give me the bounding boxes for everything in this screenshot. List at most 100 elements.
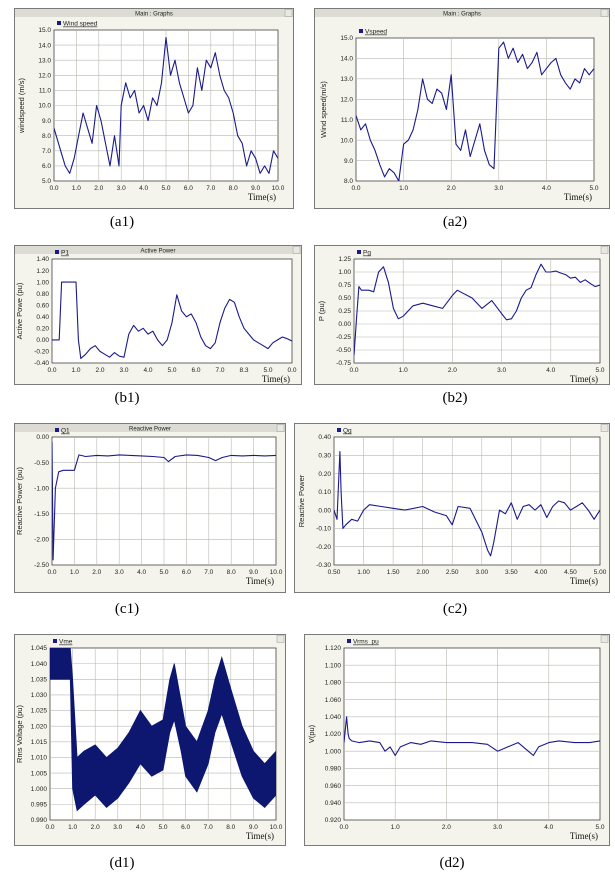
x-tick-label: 0.0 [287, 367, 296, 374]
series-group [356, 41, 594, 181]
series-group [52, 442, 276, 561]
y-tick-label: 0.75 [338, 282, 351, 289]
legend-label: Q1 [61, 428, 70, 435]
y-tick-label: -2.00 [34, 537, 49, 544]
y-tick-label: 0.30 [318, 452, 331, 459]
y-tick-label: 0.980 [325, 766, 342, 773]
x-tick-label: 2.0 [92, 569, 101, 576]
y-tick-label: 1.030 [31, 692, 48, 699]
y-tick-label: 8.0 [42, 133, 51, 140]
x-tick-label: 5.0 [167, 367, 176, 374]
legend-swatch [347, 639, 351, 643]
legend-label: Vme [59, 639, 73, 646]
x-tick-label: 7.0 [206, 185, 215, 192]
chart-panel-a1: Main : Graphs 0.0 1.0 2.0 3.0 4.0 5.0 6.0 7.0 8.0… [14, 8, 294, 209]
legend-swatch [53, 639, 57, 643]
y-tick-label: 0.00 [338, 321, 351, 328]
y-tick-label: 1.045 [31, 645, 48, 652]
series-group [334, 451, 600, 557]
chart-panel-a2: Main : Graphs 0.0 1.0 2.0 3.0 4.0 5.0 8.0 9.0 10.… [314, 8, 610, 209]
series-group [344, 716, 600, 757]
x-tick-label: 10.0 [270, 569, 283, 576]
title-bar [15, 9, 293, 17]
x-tick-label: 5.0 [595, 367, 604, 374]
y-tick-label: 0.00 [318, 507, 331, 514]
panel-menu-button[interactable] [276, 424, 285, 432]
legend-swatch [337, 428, 341, 432]
x-tick-label: 1.0 [399, 367, 408, 374]
chart-a1: Main : Graphs 0.0 1.0 2.0 3.0 4.0 5.0 6.0 7.0 8.0… [14, 8, 294, 209]
x-tick-label: 2.00 [416, 569, 429, 576]
legend-swatch [57, 21, 61, 25]
x-tick-label: 1.0 [70, 569, 79, 576]
y-tick-label: 14.0 [38, 42, 51, 49]
chart-panel-c1: Reactive Power 0.0 1.0 2.0 3.0 4.0 5.0 6.0 7.0 8.… [14, 423, 286, 593]
x-tick-label: 1.50 [387, 569, 400, 576]
chart-b1: Active Power 0.0 1.0 2.0 3.0 4.0 5.0 6.0 7.0 8.3 5… [14, 245, 302, 385]
x-axis-label: Time(s) [248, 192, 276, 202]
y-tick-label: -1.00 [34, 485, 49, 492]
y-axis-label: Reactive Power (pu) [15, 467, 24, 535]
x-tick-label: 5.0 [161, 185, 170, 192]
legend-swatch [359, 29, 363, 33]
caption-c2: (c2) [442, 601, 468, 617]
x-tick-label: 8.3 [239, 367, 248, 374]
panel-menu-button[interactable] [600, 635, 609, 643]
y-tick-label: 15.0 [340, 35, 353, 42]
series-line [354, 263, 600, 356]
series-group [54, 37, 278, 174]
x-axis-label: Time(s) [246, 576, 274, 586]
y-axis-label: windspeed (m/s) [17, 77, 26, 134]
y-tick-label: 7.0 [42, 148, 51, 155]
series-line [52, 281, 292, 359]
x-tick-label: 0.0 [45, 824, 54, 831]
y-tick-label: -0.75 [336, 360, 351, 367]
y-tick-label: 0.00 [36, 337, 49, 344]
y-tick-label: 11.0 [39, 88, 52, 95]
y-tick-label: -0.10 [316, 526, 331, 533]
y-tick-label: 1.20 [36, 268, 49, 275]
x-tick-label: 6.0 [184, 185, 193, 192]
x-tick-label: 3.0 [113, 824, 122, 831]
x-tick-label: 3.0 [494, 185, 503, 192]
x-tick-label: 5.0 [589, 185, 598, 192]
y-axis-label: Wind speed(m/s) [319, 81, 328, 138]
x-tick-label: 0.0 [349, 367, 358, 374]
x-tick-label: 2.50 [446, 569, 459, 576]
panel-menu-button[interactable] [600, 424, 609, 432]
x-tick-label: 2.0 [95, 367, 104, 374]
y-tick-label: 10.0 [340, 137, 353, 144]
x-tick-label: 3.0 [117, 185, 126, 192]
panel-menu-button[interactable] [600, 9, 609, 17]
legend-label: P1 [61, 250, 69, 257]
y-tick-label: 1.100 [325, 662, 342, 669]
y-tick-label: 1.00 [36, 279, 49, 286]
y-tick-label: 12.0 [38, 73, 51, 80]
x-tick-label: 4.0 [136, 824, 145, 831]
y-axis-label: Rms Voltage (pu) [15, 705, 24, 763]
y-axis-label: Active Powe (pu) [15, 282, 24, 339]
y-tick-label: 14.0 [340, 56, 353, 63]
panel-menu-button[interactable] [284, 9, 293, 17]
x-axis-label: Time(s) [246, 831, 274, 841]
x-tick-label: 5.0 [159, 569, 168, 576]
x-tick-label: 8.0 [227, 569, 236, 576]
chart-title: Main : Graphs [135, 12, 173, 18]
voltage-band [50, 648, 276, 812]
chart-title: Reactive Power [129, 427, 171, 433]
panel-menu-button[interactable] [276, 635, 285, 643]
series-line [344, 716, 600, 757]
y-tick-label: 0.940 [325, 800, 342, 807]
y-tick-label: -0.40 [34, 360, 49, 367]
panel-menu-button[interactable] [600, 246, 609, 254]
x-tick-label: 6.0 [181, 824, 190, 831]
chart-d2: 0.0 1.0 2.0 3.0 4.0 5.0 0.920 0.940 0.960 0.980 1.… [304, 634, 610, 846]
panel-menu-button[interactable] [292, 246, 301, 254]
y-tick-label: 0.20 [36, 326, 49, 333]
x-tick-label: 3.0 [119, 367, 128, 374]
y-tick-label: 1.060 [325, 697, 342, 704]
y-tick-label: 15.0 [38, 27, 51, 34]
chart-panel-b2: 0.0 1.0 2.0 3.0 4.0 5.0 -0.75 -0.50 -0.25 0.00 0.2… [314, 245, 610, 385]
y-tick-label: -0.50 [34, 460, 49, 467]
x-tick-label: 2.0 [442, 824, 451, 831]
